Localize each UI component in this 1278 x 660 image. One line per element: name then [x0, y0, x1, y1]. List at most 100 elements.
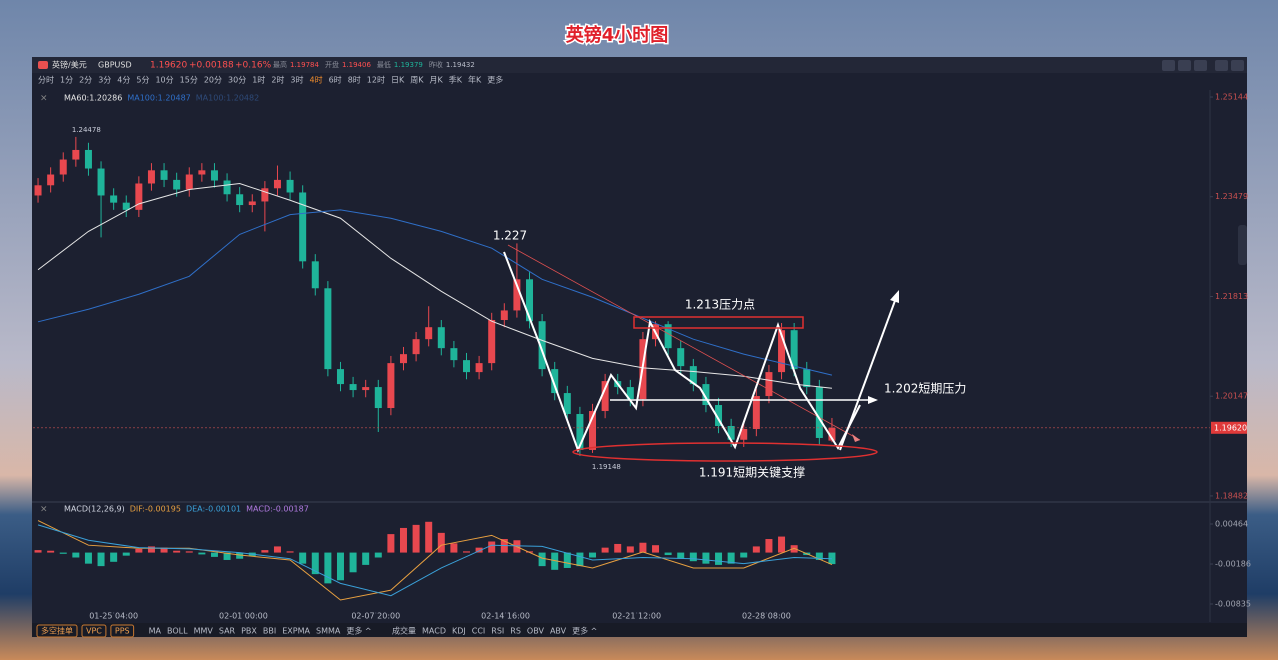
- stat-label: 开盘: [325, 60, 339, 69]
- candle-body: [790, 330, 798, 370]
- timeframe-tab[interactable]: 5分: [136, 76, 149, 85]
- indicator-tab[interactable]: ABV: [550, 627, 567, 636]
- candle-body: [362, 387, 370, 391]
- timeframe-tab[interactable]: 1分: [60, 76, 73, 85]
- candle-body: [526, 279, 534, 322]
- footer-button-label[interactable]: VPC: [86, 627, 102, 636]
- footer-button[interactable]: [110, 624, 135, 638]
- close-icon[interactable]: ×: [40, 94, 48, 104]
- indicator-tab[interactable]: KDJ: [452, 627, 466, 636]
- indicator-tab[interactable]: CCI: [472, 627, 486, 636]
- x-tick-label: 02-01 00:00: [219, 612, 268, 621]
- indicator-tab[interactable]: BBI: [263, 627, 276, 636]
- timeframe-tab[interactable]: 更多: [487, 75, 503, 85]
- timeframe-tab[interactable]: 日K: [391, 76, 405, 85]
- timeframe-tab[interactable]: 20分: [204, 76, 222, 85]
- candle-body: [803, 369, 811, 388]
- arrow-head: [852, 434, 860, 442]
- timeframe-tab[interactable]: 周K: [410, 76, 424, 85]
- macd-bar: [626, 546, 634, 553]
- timeframe-tab[interactable]: 10分: [155, 76, 173, 85]
- stat-label: 最高: [273, 60, 287, 69]
- indicator-tab[interactable]: 成交量: [392, 626, 416, 636]
- stat-value: 1.19406: [342, 61, 371, 69]
- x-tick-label: 01-25 04:00: [89, 612, 138, 621]
- timeframe-tab[interactable]: 15分: [180, 76, 198, 85]
- x-tick-label: 02-14 16:00: [481, 612, 530, 621]
- timeframe-tab[interactable]: 30分: [228, 76, 246, 85]
- indicator-tab[interactable]: EXPMA: [282, 627, 310, 636]
- candle-body: [425, 327, 433, 340]
- indicator-tab[interactable]: MACD: [422, 627, 446, 636]
- window-icons: [1162, 60, 1244, 71]
- candle-body: [563, 393, 571, 415]
- indicator-tab[interactable]: 更多 ^: [346, 626, 371, 636]
- footer-button[interactable]: [36, 624, 78, 638]
- timeframe-tab[interactable]: 4分: [117, 76, 130, 85]
- macd-bar: [47, 550, 55, 553]
- indicator-tab[interactable]: PBX: [241, 627, 257, 636]
- macd-bar: [72, 552, 80, 558]
- timeframe-tab[interactable]: 3时: [290, 75, 303, 85]
- candle-body: [110, 195, 118, 203]
- macd-bar: [702, 552, 710, 564]
- candle-body: [236, 194, 244, 206]
- timeframe-tab[interactable]: 月K: [429, 76, 443, 85]
- icon-button[interactable]: [1194, 60, 1207, 71]
- macd-bar: [299, 552, 307, 564]
- icon-button[interactable]: [1162, 60, 1175, 71]
- macd-bar: [425, 521, 433, 553]
- footer-button-label[interactable]: 多空挂单: [41, 626, 73, 636]
- timeframe-tab[interactable]: 8时: [348, 75, 361, 85]
- indicator-tab[interactable]: SMMA: [316, 627, 341, 636]
- icon-button[interactable]: [1231, 60, 1244, 71]
- macd-bar: [538, 552, 546, 567]
- candle-body: [324, 288, 332, 370]
- price-badge-label: 1.19620: [1214, 423, 1247, 432]
- macd-bar: [273, 546, 281, 553]
- indicator-tab[interactable]: RSI: [491, 627, 504, 636]
- macd-bar: [160, 547, 168, 553]
- timeframe-tab[interactable]: 年K: [468, 75, 482, 85]
- footer-button[interactable]: [81, 624, 107, 638]
- annotation: 1.213压力点: [685, 298, 755, 312]
- macd-bar: [34, 550, 42, 553]
- indicator-tab[interactable]: MMV: [194, 627, 214, 636]
- indicator-tab[interactable]: RS: [510, 627, 521, 636]
- timeframe-tab[interactable]: 4时: [310, 75, 323, 85]
- close-icon[interactable]: ×: [40, 505, 48, 515]
- indicator-tab[interactable]: SAR: [219, 627, 236, 636]
- x-tick-label: 02-21 12:00: [612, 612, 661, 621]
- stat-value: 1.19379: [394, 61, 423, 69]
- timeframe-tab[interactable]: 3分: [98, 76, 111, 85]
- macd-bar: [236, 552, 244, 559]
- macd-bar: [374, 552, 382, 558]
- candle-body: [147, 170, 155, 184]
- timeframe-tab[interactable]: 2分: [79, 76, 92, 85]
- annotations: 1.227 1.213压力点 1.202短期压力 1.191短期关键支撑: [493, 229, 967, 480]
- indicator-tab[interactable]: 更多 ^: [572, 626, 597, 636]
- timeframe-tab[interactable]: 分时: [38, 75, 54, 85]
- icon-button[interactable]: [1178, 60, 1191, 71]
- macd-bar: [639, 542, 647, 553]
- timeframe-tab[interactable]: 1时: [252, 75, 265, 85]
- indicator-tab[interactable]: BOLL: [167, 627, 188, 636]
- macd-bar: [450, 543, 458, 553]
- candle-body: [778, 330, 786, 373]
- candle-body: [374, 387, 382, 409]
- candle-body: [437, 327, 445, 349]
- candle-body: [765, 372, 773, 397]
- indicator-tab[interactable]: MA: [149, 627, 162, 636]
- annotation: 1.191短期关键支撑: [699, 465, 805, 480]
- timeframe-tab[interactable]: 2时: [271, 75, 284, 85]
- timeframe-tab[interactable]: 12时: [367, 75, 385, 85]
- y-tick-label: -0.00835: [1215, 599, 1251, 608]
- symbol-code[interactable]: GBPUSD: [98, 61, 132, 70]
- indicator-tab[interactable]: OBV: [527, 627, 545, 636]
- timeframe-tab[interactable]: 6时: [329, 75, 342, 85]
- price: 1.19620: [150, 61, 187, 71]
- icon-button[interactable]: [1215, 60, 1228, 71]
- timeframe-tab[interactable]: 季K: [449, 75, 463, 85]
- side-handle[interactable]: [1238, 225, 1247, 265]
- footer-button-label[interactable]: PPS: [115, 627, 130, 636]
